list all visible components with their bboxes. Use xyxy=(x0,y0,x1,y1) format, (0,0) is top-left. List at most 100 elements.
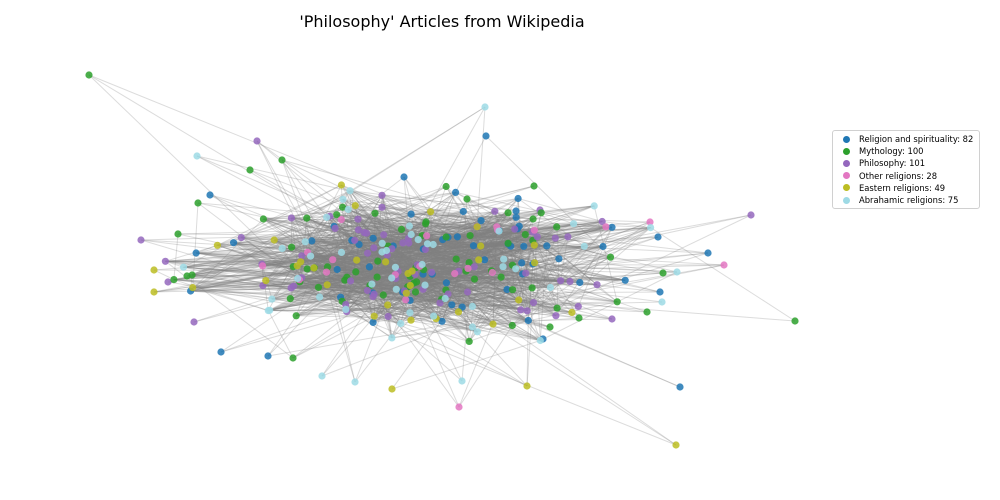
network-node xyxy=(580,242,588,250)
network-node xyxy=(193,152,201,160)
network-edge xyxy=(263,218,411,277)
network-edge xyxy=(344,205,595,281)
network-edge xyxy=(173,279,269,312)
network-node xyxy=(337,181,345,189)
network-edge xyxy=(524,234,558,309)
network-edge xyxy=(467,256,611,293)
network-edge xyxy=(291,217,481,247)
network-edge xyxy=(402,259,479,293)
network-edge xyxy=(367,278,475,291)
network-edge xyxy=(291,217,411,301)
legend-label: Eastern religions: 49 xyxy=(859,182,946,193)
network-node xyxy=(602,223,610,231)
network-edge xyxy=(386,242,509,251)
network-edge xyxy=(395,274,426,286)
network-node xyxy=(179,263,188,271)
network-edge xyxy=(307,268,368,291)
network-edge xyxy=(165,258,457,262)
network-node xyxy=(397,225,406,233)
network-edge xyxy=(447,245,512,295)
network-edge xyxy=(441,273,456,300)
network-edge xyxy=(433,236,538,245)
network-edge xyxy=(306,217,449,295)
network-edge xyxy=(355,271,443,322)
network-edge xyxy=(409,225,494,325)
network-edge xyxy=(342,198,385,236)
network-node xyxy=(473,223,481,231)
network-edge xyxy=(480,220,604,247)
network-node xyxy=(370,290,378,298)
network-edge xyxy=(372,286,408,298)
network-node xyxy=(576,278,584,287)
network-edge xyxy=(192,287,401,324)
network-edge xyxy=(349,190,359,231)
network-edge xyxy=(344,221,603,281)
legend-label: Other religions: 28 xyxy=(859,170,938,181)
network-node xyxy=(418,260,426,269)
network-edge xyxy=(531,226,613,289)
network-node xyxy=(188,271,196,279)
network-edge xyxy=(355,271,375,317)
network-edge xyxy=(458,198,468,312)
network-node xyxy=(268,295,276,303)
network-edge xyxy=(310,255,423,265)
network-edge xyxy=(484,226,498,260)
network-edge xyxy=(301,266,475,279)
network-node xyxy=(500,255,508,263)
network-node xyxy=(529,215,537,223)
network-node xyxy=(442,279,450,287)
network-edge xyxy=(347,209,375,295)
network-edge xyxy=(165,260,561,282)
network-edge xyxy=(342,198,529,321)
network-edge xyxy=(401,228,604,247)
network-edge xyxy=(439,237,556,304)
network-node xyxy=(378,191,386,199)
network-edge xyxy=(408,229,498,244)
network-edge xyxy=(432,214,752,275)
network-edge xyxy=(183,266,351,282)
network-edge xyxy=(356,258,457,261)
network-node xyxy=(552,312,560,320)
network-edge xyxy=(290,212,376,289)
network-edge xyxy=(196,155,513,291)
network-edge xyxy=(336,232,365,270)
network-edge xyxy=(293,245,474,287)
network-edge xyxy=(391,211,431,250)
network-edge xyxy=(281,248,303,278)
network-node xyxy=(287,214,295,222)
network-edge xyxy=(293,284,328,287)
network-edge xyxy=(494,211,534,303)
network-edge xyxy=(373,229,498,239)
network-edge xyxy=(233,242,263,265)
network-edge xyxy=(424,239,444,286)
network-edge xyxy=(532,231,568,238)
network-edge xyxy=(373,191,456,249)
network-edge xyxy=(263,218,378,278)
network-edge xyxy=(381,195,418,283)
network-edge xyxy=(357,218,418,266)
network-edge xyxy=(426,212,509,237)
network-edge xyxy=(268,251,383,312)
network-edge xyxy=(355,270,413,273)
network-node xyxy=(465,259,473,267)
network-edge xyxy=(358,213,376,245)
network-edge xyxy=(301,245,585,279)
network-edge xyxy=(192,287,269,312)
network-edge xyxy=(466,198,509,245)
network-edge xyxy=(584,226,613,247)
network-edge xyxy=(476,106,486,227)
network-node xyxy=(384,312,392,321)
network-edge xyxy=(410,226,607,286)
network-edge xyxy=(556,226,560,259)
network-edge xyxy=(256,140,328,268)
network-edge xyxy=(473,245,661,293)
network-edge xyxy=(366,232,384,296)
network-edge xyxy=(341,245,389,302)
network-node xyxy=(352,268,360,276)
network-edge xyxy=(274,218,359,241)
network-edge xyxy=(345,244,360,310)
network-edge xyxy=(140,229,498,241)
network-edge xyxy=(329,216,435,317)
network-node xyxy=(303,214,311,222)
network-edge xyxy=(177,225,477,235)
